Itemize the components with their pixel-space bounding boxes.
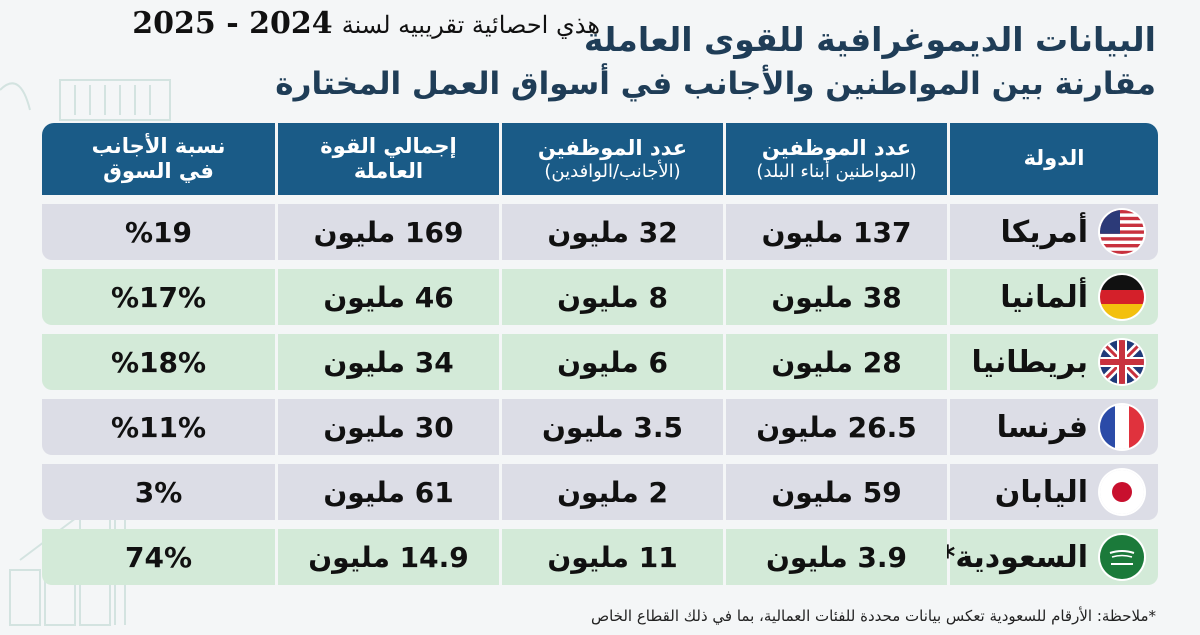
header-foreign-share: نسبة الأجانب في السوق <box>42 123 275 195</box>
france-flag-icon <box>1100 405 1144 449</box>
header-citizens: عدد الموظفين (المواطنين أبناء البلد) <box>723 123 947 195</box>
table-row: اليابان 59 مليون 2 مليون 61 مليون 3% <box>42 464 1158 520</box>
top-note: هذي احصائية تقريبيه لسنة 2024 - 2025 <box>10 6 600 41</box>
country-cell: ألمانيا <box>947 269 1158 325</box>
table-row: بريطانيا 28 مليون 6 مليون 34 مليون %18% <box>42 334 1158 390</box>
total-cell: 61 مليون <box>275 464 499 520</box>
citizens-cell: 28 مليون <box>723 334 947 390</box>
total-cell: 46 مليون <box>275 269 499 325</box>
workforce-table: الدولة عدد الموظفين (المواطنين أبناء البل… <box>42 123 1158 585</box>
foreigners-cell: 8 مليون <box>499 269 723 325</box>
total-cell: 14.9 مليون <box>275 529 499 585</box>
total-cell: 30 مليون <box>275 399 499 455</box>
foreigners-cell: 6 مليون <box>499 334 723 390</box>
header-foreigners: عدد الموظفين (الأجانب/الوافدين) <box>499 123 723 195</box>
table-row: أمريكا 137 مليون 32 مليون 169 مليون %19 <box>42 204 1158 260</box>
country-cell: فرنسا <box>947 399 1158 455</box>
citizens-cell: 3.9 مليون <box>723 529 947 585</box>
page-subtitle: مقارنة بين المواطنين والأجانب في أسواق ا… <box>275 66 1156 102</box>
total-cell: 34 مليون <box>275 334 499 390</box>
share-cell: %17% <box>42 269 275 325</box>
share-cell: 3% <box>42 464 275 520</box>
note-text: هذي احصائية تقريبيه لسنة <box>341 11 600 39</box>
citizens-cell: 137 مليون <box>723 204 947 260</box>
header-country: الدولة <box>947 123 1158 195</box>
table-row: فرنسا 26.5 مليون 3.5 مليون 30 مليون %11% <box>42 399 1158 455</box>
page-title: البيانات الديموغرافية للقوى العاملة <box>583 20 1156 59</box>
footnote: *ملاحظة: الأرقام للسعودية تعكس بيانات مح… <box>590 607 1156 625</box>
citizens-cell: 59 مليون <box>723 464 947 520</box>
japan-flag-icon <box>1100 470 1144 514</box>
foreigners-cell: 3.5 مليون <box>499 399 723 455</box>
usa-flag-icon <box>1100 210 1144 254</box>
header-total: إجمالي القوة العاملة <box>275 123 499 195</box>
uk-flag-icon <box>1100 340 1144 384</box>
germany-flag-icon <box>1100 275 1144 319</box>
citizens-cell: 38 مليون <box>723 269 947 325</box>
country-cell: بريطانيا <box>947 334 1158 390</box>
total-cell: 169 مليون <box>275 204 499 260</box>
foreigners-cell: 11 مليون <box>499 529 723 585</box>
share-cell: %19 <box>42 204 275 260</box>
table-header-row: الدولة عدد الموظفين (المواطنين أبناء البل… <box>42 123 1158 195</box>
foreigners-cell: 2 مليون <box>499 464 723 520</box>
note-year: 2024 - 2025 <box>132 6 333 41</box>
share-cell: %11% <box>42 399 275 455</box>
citizens-cell: 26.5 مليون <box>723 399 947 455</box>
country-cell: أمريكا <box>947 204 1158 260</box>
table-row: ألمانيا 38 مليون 8 مليون 46 مليون %17% <box>42 269 1158 325</box>
country-cell: اليابان <box>947 464 1158 520</box>
country-cell: السعودية* <box>940 529 1158 585</box>
foreigners-cell: 32 مليون <box>499 204 723 260</box>
table-row: السعودية* 3.9 مليون 11 مليون 14.9 مليون … <box>42 529 1158 585</box>
saudi-flag-icon <box>1100 535 1144 579</box>
share-cell: 74% <box>42 529 275 585</box>
share-cell: %18% <box>42 334 275 390</box>
